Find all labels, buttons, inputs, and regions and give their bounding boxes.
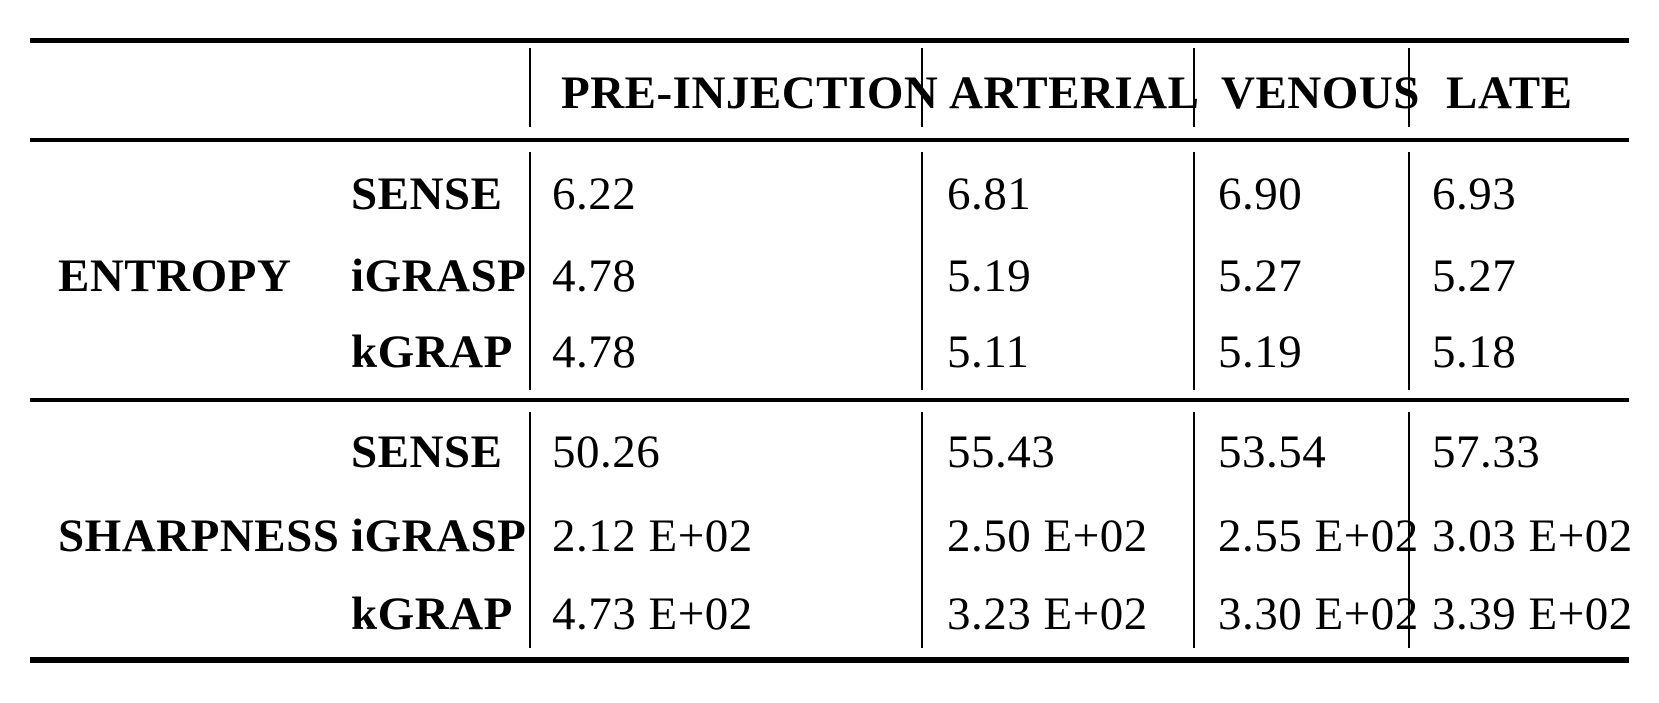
table-header-rule: [30, 138, 1629, 142]
table-cell-value: 3.30 E+02: [1218, 588, 1419, 640]
method-label: kGRAP: [351, 588, 513, 640]
table-cell-value: 50.26: [552, 426, 661, 478]
column-separator: [921, 152, 923, 390]
table-cell-value: 5.18: [1432, 326, 1517, 378]
method-label: iGRASP: [351, 250, 527, 302]
column-separator: [529, 48, 531, 127]
column-separator: [1193, 152, 1195, 390]
table-cell-value: 5.19: [1218, 326, 1303, 378]
table-cell-value: 55.43: [947, 426, 1056, 478]
table-cell-value: 6.93: [1432, 168, 1517, 220]
method-label: SENSE: [351, 426, 503, 478]
method-label: iGRASP: [351, 510, 527, 562]
table-cell-value: 5.27: [1432, 250, 1517, 302]
table-top-rule: [30, 38, 1629, 43]
metric-label-entropy: ENTROPY: [58, 250, 292, 302]
table-cell-value: 6.90: [1218, 168, 1303, 220]
column-header-venous: VENOUS: [1221, 67, 1420, 119]
column-separator: [1408, 412, 1410, 648]
table-cell-value: 3.03 E+02: [1432, 510, 1633, 562]
table-cell-value: 6.81: [947, 168, 1032, 220]
table-cell-value: 5.19: [947, 250, 1032, 302]
column-separator: [1408, 152, 1410, 390]
table-cell-value: 5.11: [947, 326, 1030, 378]
table-cell-value: 6.22: [552, 168, 637, 220]
table-cell-value: 53.54: [1218, 426, 1327, 478]
table-cell-value: 3.23 E+02: [947, 588, 1148, 640]
table-cell-value: 2.55 E+02: [1218, 510, 1419, 562]
column-separator: [529, 412, 531, 648]
column-separator: [921, 412, 923, 648]
column-separator: [529, 152, 531, 390]
column-header-late: LATE: [1446, 67, 1573, 119]
table-section-divider-rule: [30, 398, 1629, 402]
table-cell-value: 57.33: [1432, 426, 1541, 478]
table-cell-value: 4.78: [552, 250, 637, 302]
column-separator: [1193, 48, 1195, 127]
column-separator: [1408, 48, 1410, 127]
column-header-arterial: ARTERIAL: [949, 67, 1200, 119]
method-label: kGRAP: [351, 326, 513, 378]
method-label: SENSE: [351, 168, 503, 220]
column-header-pre-injection: PRE-INJECTION: [561, 67, 939, 119]
table-cell-value: 4.73 E+02: [552, 588, 753, 640]
metric-label-sharpness: SHARPNESS: [58, 510, 340, 562]
table-bottom-rule: [30, 657, 1629, 663]
table-cell-value: 2.50 E+02: [947, 510, 1148, 562]
table-cell-value: 3.39 E+02: [1432, 588, 1633, 640]
table-cell-value: 2.12 E+02: [552, 510, 753, 562]
table-cell-value: 5.27: [1218, 250, 1303, 302]
column-separator: [921, 48, 923, 127]
column-separator: [1193, 412, 1195, 648]
table-cell-value: 4.78: [552, 326, 637, 378]
